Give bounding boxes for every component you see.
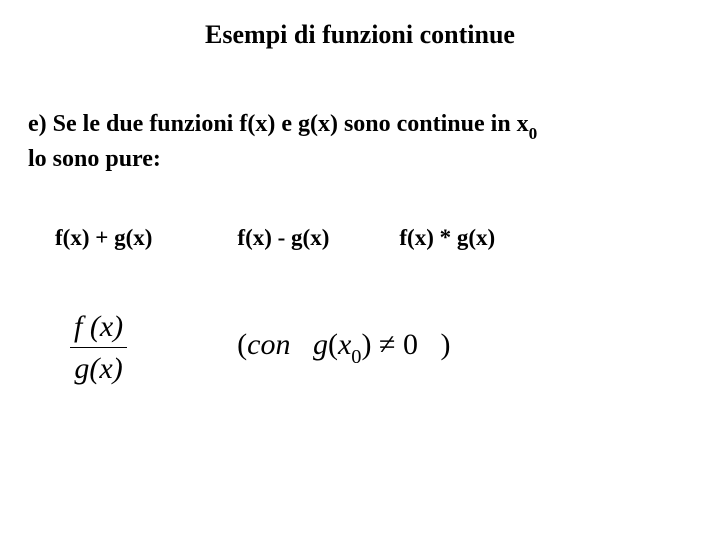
paragraph-line2: lo sono pure: [28, 146, 161, 172]
cond-rpar: ) [362, 328, 372, 361]
cond-neq: ≠ [379, 328, 395, 361]
cond-open-paren: ( [237, 328, 247, 361]
operations-row: f(x) + g(x) f(x) - g(x) f(x) * g(x) [55, 225, 680, 251]
condition: (con g(x0) ≠ 0 ) [237, 328, 450, 367]
cond-g: g [313, 328, 328, 361]
cond-x: x [338, 328, 351, 361]
op-prod: f(x) * g(x) [399, 225, 495, 251]
paragraph-subscript: 0 [529, 124, 538, 143]
fraction: f (x) g(x) [70, 310, 127, 385]
slide: Esempi di funzioni continue e) Se le due… [0, 0, 720, 540]
op-diff: f(x) - g(x) [237, 225, 329, 251]
cond-close-paren: ) [440, 328, 450, 361]
fraction-line [70, 347, 127, 348]
fraction-numerator: f (x) [70, 310, 127, 343]
paragraph: e) Se le due funzioni f(x) e g(x) sono c… [28, 108, 710, 176]
formula-row: f (x) g(x) (con g(x0) ≠ 0 ) [70, 310, 680, 385]
fraction-denominator: g(x) [70, 352, 126, 385]
cond-con: con [247, 328, 290, 361]
cond-zero: 0 [403, 328, 418, 361]
cond-lpar: ( [328, 328, 338, 361]
slide-title: Esempi di funzioni continue [0, 20, 720, 50]
paragraph-line1: e) Se le due funzioni f(x) e g(x) sono c… [28, 111, 529, 137]
op-sum: f(x) + g(x) [55, 225, 152, 251]
cond-sub: 0 [351, 346, 361, 368]
